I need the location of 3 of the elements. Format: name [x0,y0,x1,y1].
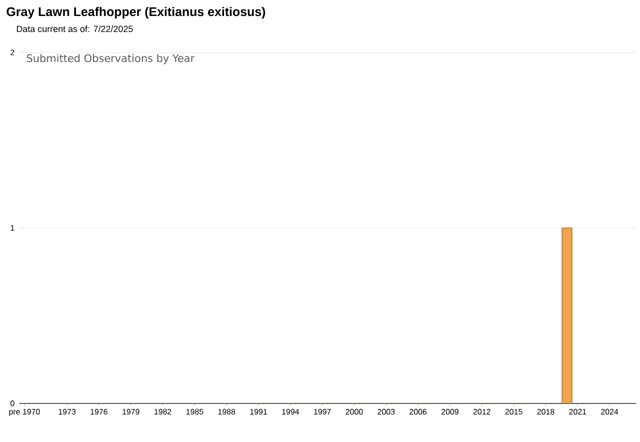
annotation: Submitted Observations by Year [26,54,195,64]
chart-title: Gray Lawn Leafhopper (Exitianus exitiosus) [6,6,266,19]
chart-subtitle: Data current as of: 7/22/2025 [16,25,133,32]
